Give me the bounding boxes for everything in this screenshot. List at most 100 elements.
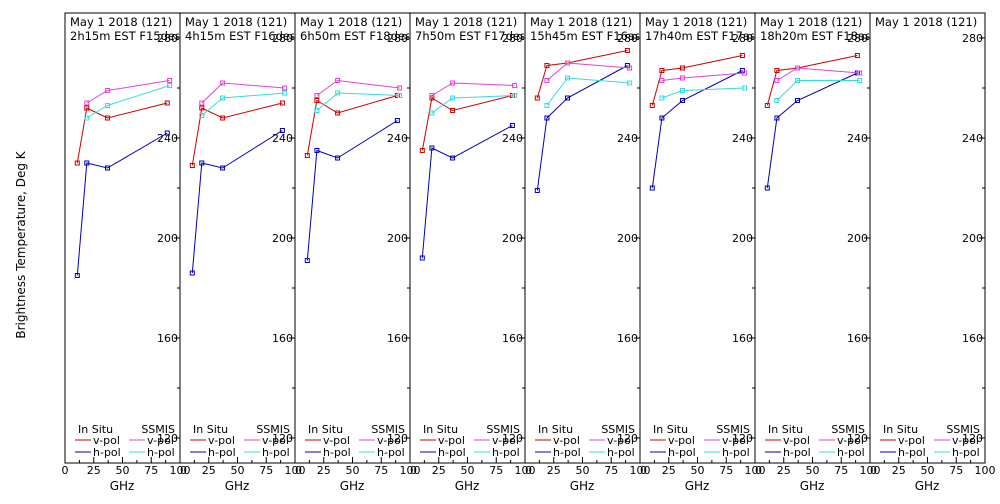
x-tick-label: 50	[461, 464, 475, 477]
data-point	[774, 68, 780, 73]
data-point	[74, 160, 80, 166]
data-point	[565, 75, 570, 81]
series-ssmis-v-pol	[544, 60, 633, 83]
series-line	[316, 92, 400, 111]
series-line	[76, 102, 168, 164]
data-point	[419, 148, 425, 153]
legend-ssmis-v-label: v-pol	[722, 434, 749, 447]
data-point	[105, 165, 110, 171]
data-point	[774, 115, 780, 121]
data-point	[774, 78, 780, 83]
y-tick-label: 280	[502, 32, 523, 45]
legend-insitu-v-label: v-pol	[898, 434, 925, 447]
data-point	[627, 65, 633, 71]
x-tick-label: 75	[949, 464, 963, 477]
y-tick-label: 160	[502, 332, 523, 345]
y-tick-label: 120	[732, 432, 753, 445]
data-point	[429, 110, 435, 116]
panel-1: May 1 2018 (121)2h15m EST F15des 120 160 20…	[62, 12, 191, 493]
x-tick-label: 100	[745, 464, 766, 477]
panel-title-time: 15h45m EST F16asc	[530, 29, 647, 43]
panel-3: May 1 2018 (121)6h50m EST F18des 120 160 20…	[294, 12, 421, 493]
x-tick-label: 100	[170, 464, 191, 477]
panel-title-group: May 1 2018 (121)	[875, 15, 977, 29]
legend-ssmis-v-label: v-pol	[262, 434, 289, 447]
data-point	[220, 115, 226, 121]
series-line	[421, 95, 513, 151]
y-tick-label: 120	[272, 432, 293, 445]
panel-8: May 1 2018 (121) 120 160 200 240 280 0 25 50 75 10…	[869, 12, 996, 493]
series-line	[766, 55, 858, 106]
panel-title-date: May 1 2018 (121)	[300, 15, 402, 29]
panel-title-group: May 1 2018 (121)7h50m EST F17des	[415, 15, 526, 43]
data-point	[659, 95, 665, 101]
data-point	[314, 98, 320, 103]
data-point	[279, 128, 285, 133]
data-point	[764, 185, 770, 191]
data-point	[105, 115, 110, 121]
panel-title-group: May 1 2018 (121)17h40m EST F17asc	[645, 15, 754, 43]
data-point	[450, 155, 456, 161]
legend-ssmis-h-label: h-pol	[492, 446, 520, 459]
y-tick-label: 160	[157, 332, 178, 345]
data-point	[659, 115, 665, 121]
series-in-situ-h-pol	[764, 70, 860, 191]
legend-ssmis-v-label: v-pol	[837, 434, 864, 447]
x-tick-label: 0	[62, 464, 69, 477]
data-point	[335, 90, 341, 96]
legend-insitu-h-label: h-pol	[323, 446, 351, 459]
x-tick-label: 25	[662, 464, 676, 477]
series-line	[76, 132, 168, 276]
data-point	[659, 78, 665, 83]
data-point	[335, 155, 341, 161]
y-tick-label: 120	[387, 432, 408, 445]
legend-ssmis-header: SSMIS	[141, 423, 175, 436]
x-axis-label: GHz	[915, 479, 940, 493]
y-tick-label: 160	[387, 332, 408, 345]
series-in-situ-v-pol	[419, 93, 515, 153]
panel-5: May 1 2018 (121)15h45m EST F16asc 120 160 2…	[524, 12, 651, 493]
legend-ssmis-header: SSMIS	[946, 423, 980, 436]
data-point	[394, 118, 400, 123]
y-tick-label: 240	[617, 132, 638, 145]
x-axis-label: GHz	[685, 479, 710, 493]
data-point	[534, 188, 540, 193]
legend-ssmis-h-label: h-pol	[722, 446, 750, 459]
legend-ssmis-h-label: h-pol	[377, 446, 405, 459]
data-point	[84, 105, 90, 111]
y-tick-label: 200	[502, 232, 523, 245]
series-ssmis-h-pol	[774, 78, 863, 103]
y-tick-label: 200	[847, 232, 868, 245]
x-axis-label: GHz	[455, 479, 480, 493]
y-tick-label: 200	[962, 232, 983, 245]
y-tick-label: 200	[617, 232, 638, 245]
x-tick-label: 0	[755, 464, 762, 477]
data-point	[335, 110, 341, 116]
y-tick-label: 280	[387, 32, 408, 45]
legend-ssmis-header: SSMIS	[601, 423, 635, 436]
series-in-situ-h-pol	[649, 68, 745, 191]
legend-insitu-v-label: v-pol	[93, 434, 120, 447]
data-point	[854, 53, 860, 58]
data-point	[512, 93, 518, 98]
series-line	[316, 79, 400, 96]
y-tick-label: 200	[387, 232, 408, 245]
panels: May 1 2018 (121)2h15m EST F15des12016020…	[62, 12, 996, 493]
x-tick-label: 50	[921, 464, 935, 477]
panel-2: May 1 2018 (121)4h15m EST F16des 120 160 20…	[179, 12, 306, 493]
series-line	[661, 87, 745, 99]
y-tick-label: 240	[732, 132, 753, 145]
legend-insitu-h-label: h-pol	[783, 446, 811, 459]
x-tick-label: 50	[231, 464, 245, 477]
series-ssmis-v-pol	[659, 70, 748, 83]
x-tick-label: 25	[432, 464, 446, 477]
legend-ssmis-v-label: v-pol	[952, 434, 979, 447]
panel-title-time: 7h50m EST F17des	[415, 29, 526, 43]
y-tick-label: 120	[617, 432, 638, 445]
legend-insitu-h-label: h-pol	[93, 446, 121, 459]
y-tick-label: 280	[157, 32, 178, 45]
series-line	[546, 62, 630, 81]
data-point	[314, 93, 320, 98]
